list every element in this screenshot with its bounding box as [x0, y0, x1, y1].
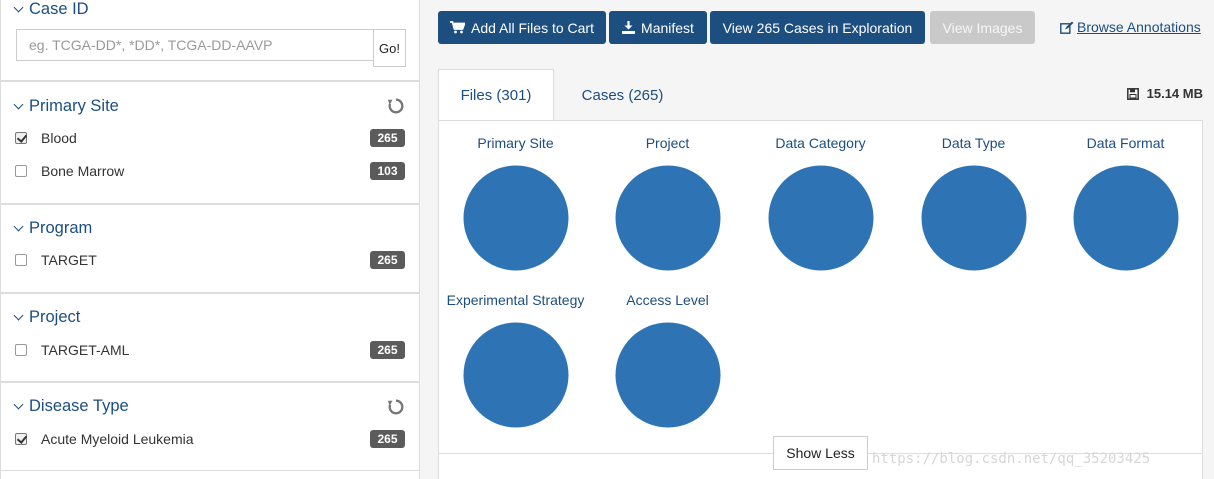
pie-slice	[768, 165, 873, 271]
term-label: Blood	[41, 130, 77, 146]
floppy-disk-icon	[1126, 87, 1139, 100]
count-badge: 103	[370, 162, 405, 180]
count-badge: 265	[370, 251, 405, 269]
add-all-files-to-cart-button[interactable]: Add All Files to Cart	[438, 11, 606, 44]
manifest-button[interactable]: Manifest	[609, 11, 707, 44]
shopping-cart-icon	[450, 21, 466, 34]
download-icon	[622, 21, 636, 34]
tab-cases[interactable]: Cases (265)	[581, 86, 664, 104]
pie-slice	[615, 322, 720, 428]
chart-title: Primary Site	[477, 135, 554, 151]
facet-next	[0, 470, 420, 479]
chart-title: Project	[645, 135, 690, 151]
pie-chart-project[interactable]: Project	[591, 135, 744, 271]
tab-files[interactable]: Files (301)	[438, 69, 554, 121]
checkbox[interactable]	[15, 433, 27, 445]
facet-sidebar: Case ID Go! Primary Site Blood 265 Bone …	[0, 0, 420, 479]
pie-graphic[interactable]	[615, 165, 721, 271]
facet-title-disease-type[interactable]: Disease Type	[13, 397, 129, 416]
pie-chart-experimental-strategy[interactable]: Experimental Strategy	[439, 292, 592, 428]
pie-graphic[interactable]	[921, 165, 1027, 271]
pie-graphic[interactable]	[768, 165, 874, 271]
checkbox[interactable]	[15, 254, 27, 266]
chart-title: Access Level	[626, 292, 709, 308]
term-label: Bone Marrow	[41, 163, 125, 179]
chevron-down-icon	[13, 99, 24, 110]
facet-title-project[interactable]: Project	[13, 308, 80, 327]
facet-term-blood[interactable]: Blood 265	[15, 128, 405, 148]
chevron-down-icon	[13, 2, 24, 13]
reset-icon[interactable]	[387, 97, 405, 115]
watermark-text: https://blog.csdn.net/qq_35203425	[872, 451, 1151, 467]
pie-chart-data-type[interactable]: Data Type	[897, 135, 1050, 271]
chevron-down-icon	[13, 310, 24, 321]
count-badge: 265	[370, 341, 405, 359]
facet-project: Project TARGET-AML 265	[0, 293, 420, 382]
pie-chart-data-category[interactable]: Data Category	[744, 135, 897, 271]
pie-slice	[615, 165, 720, 271]
total-file-size: 15.14 MB	[1126, 86, 1203, 101]
chevron-down-icon	[13, 399, 24, 410]
view-cases-in-exploration-button[interactable]: View 265 Cases in Exploration	[710, 11, 925, 44]
pie-graphic[interactable]	[1073, 165, 1179, 271]
show-less-button[interactable]: Show Less	[773, 436, 868, 470]
pie-chart-primary-site[interactable]: Primary Site	[439, 135, 592, 271]
chart-title: Experimental Strategy	[446, 292, 585, 308]
browse-annotations-link[interactable]: Browse Annotations	[1060, 19, 1201, 35]
facet-term-bone-marrow[interactable]: Bone Marrow 103	[15, 161, 405, 181]
pie-slice	[463, 322, 568, 428]
pie-slice	[921, 165, 1026, 271]
checkbox[interactable]	[15, 132, 27, 144]
facet-title-case-id[interactable]: Case ID	[13, 0, 89, 19]
facet-title-program[interactable]: Program	[13, 219, 92, 238]
go-button[interactable]: Go!	[373, 29, 406, 67]
pie-slice	[463, 165, 568, 271]
pie-graphic[interactable]	[463, 322, 569, 428]
pie-graphic[interactable]	[615, 322, 721, 428]
facet-title-primary-site[interactable]: Primary Site	[13, 97, 119, 116]
view-images-button[interactable]: View Images	[930, 11, 1035, 44]
pie-chart-data-format[interactable]: Data Format	[1049, 135, 1202, 271]
facet-program: Program TARGET 265	[0, 204, 420, 293]
reset-icon[interactable]	[387, 398, 405, 416]
facet-disease-type: Disease Type Acute Myeloid Leukemia 265	[0, 382, 420, 471]
term-label: TARGET-AML	[41, 342, 130, 358]
pie-chart-access-level[interactable]: Access Level	[591, 292, 744, 428]
checkbox[interactable]	[15, 165, 27, 177]
pie-graphic[interactable]	[463, 165, 569, 271]
facet-term-target[interactable]: TARGET 265	[15, 250, 405, 270]
facet-primary-site: Primary Site Blood 265 Bone Marrow 103	[0, 81, 420, 204]
chart-title: Data Category	[775, 135, 866, 151]
term-label: TARGET	[41, 252, 97, 268]
checkbox[interactable]	[15, 344, 27, 356]
count-badge: 265	[370, 430, 405, 448]
facet-term-target-aml[interactable]: TARGET-AML 265	[15, 340, 405, 360]
term-label: Acute Myeloid Leukemia	[41, 431, 194, 447]
count-badge: 265	[370, 129, 405, 147]
facet-term-acute-myeloid-leukemia[interactable]: Acute Myeloid Leukemia 265	[15, 429, 405, 449]
results-tabs: Files (301) Cases (265) 15.14 MB	[438, 69, 1203, 121]
chart-title: Data Type	[941, 135, 1006, 151]
chevron-down-icon	[13, 221, 24, 232]
case-id-search-input[interactable]	[16, 29, 374, 61]
chart-title: Data Format	[1086, 135, 1165, 151]
edit-icon	[1060, 21, 1074, 34]
pie-slice	[1073, 165, 1178, 271]
facet-case-id: Case ID Go!	[0, 0, 420, 81]
